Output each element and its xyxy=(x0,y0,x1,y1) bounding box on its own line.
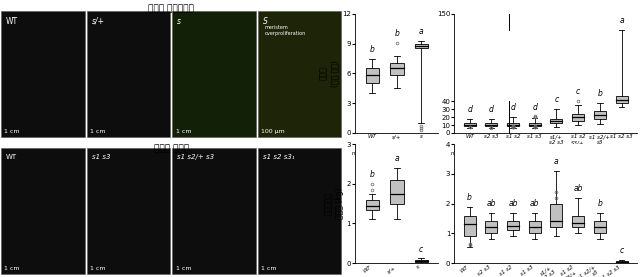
Text: 89: 89 xyxy=(418,151,425,156)
Bar xyxy=(172,11,256,137)
Text: b: b xyxy=(370,45,375,54)
Text: 100 μm: 100 μm xyxy=(261,129,285,134)
Bar xyxy=(365,68,379,83)
Bar xyxy=(415,44,428,48)
Text: 85: 85 xyxy=(509,151,516,156)
Text: s/+: s/+ xyxy=(92,17,105,25)
Text: s1 s3: s1 s3 xyxy=(92,154,110,160)
Bar xyxy=(594,222,606,233)
Bar xyxy=(172,148,256,274)
Bar xyxy=(463,124,476,126)
Bar xyxy=(1,148,84,274)
Text: c: c xyxy=(554,95,559,104)
Text: n=: n= xyxy=(352,151,360,156)
Bar xyxy=(550,204,563,227)
Text: 육배체 까마중: 육배체 까마중 xyxy=(154,144,189,153)
Bar xyxy=(507,222,519,230)
Text: d: d xyxy=(467,105,472,114)
Text: s1 s2 s3₁: s1 s2 s3₁ xyxy=(263,154,294,160)
Text: 1 cm: 1 cm xyxy=(90,266,106,271)
Text: b: b xyxy=(370,170,375,179)
Bar xyxy=(485,123,497,126)
Text: 1 cm: 1 cm xyxy=(175,266,191,271)
Text: 103: 103 xyxy=(551,151,562,156)
Text: 72: 72 xyxy=(531,151,538,156)
Bar xyxy=(529,222,541,233)
Text: 120: 120 xyxy=(367,151,378,156)
Text: n=: n= xyxy=(451,151,459,156)
Bar xyxy=(463,216,476,236)
Text: b: b xyxy=(598,89,602,98)
Text: ab: ab xyxy=(530,199,540,208)
Text: 66: 66 xyxy=(488,151,495,156)
Bar xyxy=(529,124,541,126)
Bar xyxy=(258,148,341,274)
Text: 16: 16 xyxy=(618,151,625,156)
Text: WT: WT xyxy=(6,17,19,25)
Text: c: c xyxy=(620,246,624,255)
Text: 71: 71 xyxy=(466,151,473,156)
Text: s: s xyxy=(177,17,181,25)
Bar xyxy=(594,111,606,119)
Y-axis label: 단위면적당
수확량 (kg): 단위면적당 수확량 (kg) xyxy=(324,188,344,219)
Text: b: b xyxy=(598,199,602,208)
Text: d: d xyxy=(511,103,515,112)
Text: s1 s2/+ s3: s1 s2/+ s3 xyxy=(177,154,214,160)
Bar xyxy=(415,260,428,262)
Bar xyxy=(365,200,379,209)
Text: b: b xyxy=(394,29,399,38)
Bar xyxy=(616,96,628,103)
Text: d: d xyxy=(532,102,537,112)
Bar xyxy=(550,119,563,124)
Bar xyxy=(485,222,497,233)
Text: c: c xyxy=(576,88,580,96)
Text: a: a xyxy=(394,154,399,163)
Bar xyxy=(616,261,628,263)
Text: 1 cm: 1 cm xyxy=(175,129,191,134)
Text: 91: 91 xyxy=(394,151,400,156)
Bar xyxy=(572,216,584,227)
Text: d: d xyxy=(489,105,493,114)
Text: a: a xyxy=(554,157,559,166)
Y-axis label: 수확량
(과일 무게): 수확량 (과일 무게) xyxy=(319,60,339,87)
Text: 1 cm: 1 cm xyxy=(4,129,20,134)
Text: 1 cm: 1 cm xyxy=(261,266,276,271)
Bar xyxy=(507,123,519,126)
Bar xyxy=(86,11,170,137)
Text: WT: WT xyxy=(6,154,17,160)
Bar xyxy=(390,180,404,204)
Text: b: b xyxy=(467,193,472,202)
Bar xyxy=(390,63,404,75)
Text: 1 cm: 1 cm xyxy=(90,129,106,134)
Text: meristem
overproliferation: meristem overproliferation xyxy=(265,25,306,36)
Text: ab: ab xyxy=(486,199,496,208)
Text: 이배체 미국까마중: 이배체 미국까마중 xyxy=(148,4,194,13)
Text: 76: 76 xyxy=(596,151,604,156)
Bar xyxy=(1,11,84,137)
Text: 84: 84 xyxy=(575,151,582,156)
Bar xyxy=(258,11,341,137)
Text: ab: ab xyxy=(573,184,583,193)
Text: a: a xyxy=(419,27,424,36)
Text: a: a xyxy=(620,16,624,25)
Bar xyxy=(572,114,584,121)
Text: ab: ab xyxy=(508,199,518,208)
Text: c: c xyxy=(419,245,424,254)
Bar xyxy=(86,148,170,274)
Text: S: S xyxy=(263,17,268,25)
Text: 1 cm: 1 cm xyxy=(4,266,20,271)
